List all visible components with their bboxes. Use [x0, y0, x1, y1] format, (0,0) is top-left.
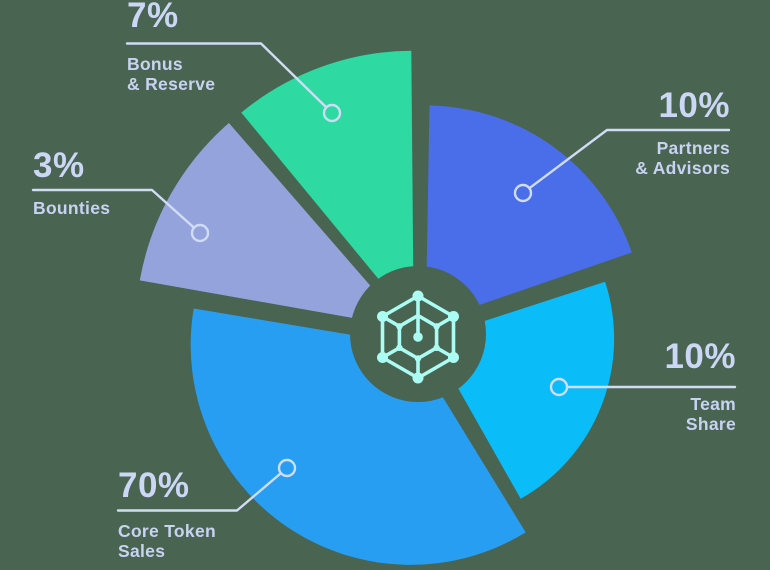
icon-spokes [380, 294, 456, 380]
icon-node [412, 372, 424, 384]
sublabel-line: Partners [656, 138, 730, 158]
sublabel-partners-advisors: Partners & Advisors [635, 138, 730, 178]
icon-node [377, 352, 388, 363]
marker-bonus-reserve [322, 103, 342, 123]
icon-center-node [413, 332, 423, 342]
sublabel-line: Bounties [33, 198, 111, 218]
marker-partners-advisors [513, 183, 533, 203]
sublabel-bonus-reserve: Bonus & Reserve [127, 54, 215, 94]
icon-inner-node [396, 323, 403, 330]
pct-bonus-reserve: 7% [127, 0, 179, 35]
connector-core-token-sales [116, 472, 283, 512]
icon-inner-node [433, 344, 440, 351]
sublabel-line: Share [685, 414, 736, 434]
icon-node [448, 352, 459, 363]
connector-bounties [31, 188, 196, 229]
sublabel-line: Team [690, 394, 736, 414]
icon-inner-node [396, 344, 403, 351]
icon-node [448, 311, 459, 322]
slice-core-token-sales [190, 308, 526, 565]
icon-node [377, 311, 388, 322]
sublabel-line: & Reserve [127, 74, 216, 94]
marker-core-token-sales [277, 458, 297, 478]
pct-bounties: 3% [33, 146, 85, 185]
connector-bonus-reserve [125, 42, 328, 109]
marker-team-share [549, 377, 569, 397]
sublabel-bounties: Bounties [33, 198, 110, 218]
sublabel-line: Core Token [118, 521, 216, 541]
connector-partners-advisors [528, 128, 731, 190]
slice-bounties [139, 123, 407, 328]
sublabel-line: & Advisors [635, 158, 730, 178]
slice-bonus-reserve [241, 50, 414, 322]
pct-core-token-sales: 70% [118, 466, 190, 505]
sublabel-team-share: Team Share [686, 394, 736, 434]
network-hexagon-icon [377, 290, 459, 384]
slice-partners-advisors [425, 105, 632, 324]
pct-team-share: 10% [664, 337, 736, 376]
pie-slices [139, 50, 632, 565]
marker-bounties [190, 223, 210, 243]
pct-partners-advisors: 10% [658, 86, 730, 125]
icon-inner-node [433, 323, 440, 330]
sublabel-line: Bonus [127, 54, 183, 74]
sublabel-core-token-sales: Core Token Sales [118, 521, 216, 561]
icon-node [412, 290, 424, 302]
sublabel-line: Sales [118, 541, 166, 561]
icon-inner-node [414, 355, 422, 362]
callout-connectors [31, 42, 737, 512]
